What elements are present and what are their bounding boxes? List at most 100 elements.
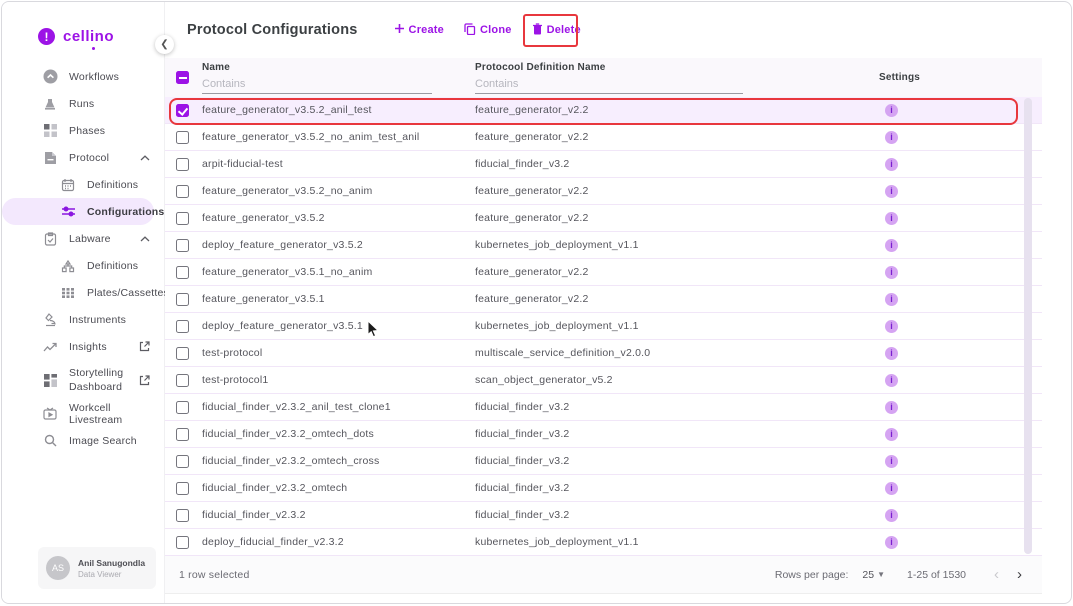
sidebar-item-label: Definitions: [87, 259, 139, 272]
calendar-icon: [60, 177, 76, 193]
sidebar-item-instruments[interactable]: Instruments: [2, 306, 164, 333]
create-button[interactable]: Create: [394, 23, 444, 37]
info-icon[interactable]: i: [885, 508, 898, 522]
table-row[interactable]: deploy_feature_generator_v3.5.1 kubernete…: [165, 313, 1042, 340]
info-icon[interactable]: i: [885, 319, 898, 333]
cell-definition: fiducial_finder_v3.2: [475, 401, 570, 413]
info-icon[interactable]: i: [885, 481, 898, 495]
sidebar-item-definitions[interactable]: Definitions: [2, 252, 164, 279]
table-row[interactable]: fiducial_finder_v2.3.2 fiducial_finder_v3…: [165, 502, 1042, 529]
definition-filter-input[interactable]: [475, 75, 743, 94]
row-checkbox[interactable]: [176, 346, 189, 360]
row-checkbox[interactable]: [176, 130, 189, 144]
cell-definition: feature_generator_v2.2: [475, 104, 589, 116]
cell-name: feature_generator_v3.5.1_no_anim: [202, 266, 373, 278]
sidebar-item-runs[interactable]: Runs: [2, 90, 164, 117]
row-checkbox[interactable]: [176, 481, 189, 495]
sidebar-collapse-button[interactable]: ❮: [155, 35, 174, 54]
sidebar-item-image-search[interactable]: Image Search: [2, 427, 164, 454]
sidebar-item-protocol[interactable]: Protocol: [2, 144, 164, 171]
cell-name: feature_generator_v3.5.2_anil_test: [202, 104, 372, 116]
row-checkbox[interactable]: [176, 184, 189, 198]
clone-button[interactable]: Clone: [464, 22, 512, 38]
table-row[interactable]: test-protocol1 scan_object_generator_v5.2…: [165, 367, 1042, 394]
table-row[interactable]: feature_generator_v3.5.1 feature_generato…: [165, 286, 1042, 313]
table-header: Name Protocool Definition Name Settings: [165, 58, 1042, 97]
table-row[interactable]: test-protocol multiscale_service_definiti…: [165, 340, 1042, 367]
table-row[interactable]: feature_generator_v3.5.1_no_anim feature_…: [165, 259, 1042, 286]
sidebar-item-insights[interactable]: Insights: [2, 333, 164, 360]
info-icon[interactable]: i: [885, 265, 898, 279]
row-checkbox[interactable]: [176, 157, 189, 171]
table-row[interactable]: deploy_fiducial_finder_v2.3.2 kubernetes_…: [165, 529, 1042, 556]
sidebar-item-phases[interactable]: Phases: [2, 117, 164, 144]
info-icon[interactable]: i: [885, 292, 898, 306]
table-row[interactable]: fiducial_finder_v2.3.2_omtech_cross fiduc…: [165, 448, 1042, 475]
sidebar-item-labware[interactable]: Labware: [2, 225, 164, 252]
row-checkbox[interactable]: [176, 454, 189, 468]
sidebar-item-label: Instruments: [69, 313, 127, 326]
row-checkbox[interactable]: [176, 427, 189, 441]
info-icon[interactable]: i: [885, 103, 898, 117]
trash-icon: [532, 22, 543, 38]
sidebar-item-definitions[interactable]: Definitions: [2, 171, 164, 198]
chevron-up-icon[interactable]: [140, 235, 150, 242]
info-icon[interactable]: i: [885, 373, 898, 387]
table-row[interactable]: fiducial_finder_v2.3.2_omtech_dots fiduci…: [165, 421, 1042, 448]
cell-definition: fiducial_finder_v3.2: [475, 428, 570, 440]
info-icon[interactable]: i: [885, 427, 898, 441]
sidebar-item-configurations[interactable]: Configurations: [2, 198, 164, 225]
row-checkbox[interactable]: [176, 211, 189, 225]
row-checkbox[interactable]: [176, 400, 189, 414]
info-icon[interactable]: i: [885, 454, 898, 468]
sidebar-item-label: Image Search: [69, 434, 137, 447]
table-row[interactable]: arpit-fiducial-test fiducial_finder_v3.2 i: [165, 151, 1042, 178]
table-row[interactable]: deploy_feature_generator_v3.5.2 kubernete…: [165, 232, 1042, 259]
cell-definition: multiscale_service_definition_v2.0.0: [475, 347, 651, 359]
table-row[interactable]: fiducial_finder_v2.3.2_omtech fiducial_fi…: [165, 475, 1042, 502]
select-all-checkbox[interactable]: [176, 71, 189, 84]
cell-name: feature_generator_v3.5.2: [202, 212, 325, 224]
row-checkbox[interactable]: [176, 508, 189, 522]
table-row[interactable]: feature_generator_v3.5.2_no_anim_test_an…: [165, 124, 1042, 151]
row-checkbox[interactable]: [176, 535, 189, 549]
info-icon[interactable]: i: [885, 238, 898, 252]
brand-logo: ! cellino: [2, 2, 164, 59]
row-checkbox[interactable]: [176, 265, 189, 279]
sidebar-item-workcell-livestream[interactable]: Workcell Livestream: [2, 400, 164, 427]
vertical-scrollbar[interactable]: [1024, 98, 1032, 554]
row-checkbox[interactable]: [176, 319, 189, 333]
table-row[interactable]: fiducial_finder_v2.3.2_anil_test_clone1 f…: [165, 394, 1042, 421]
previous-page-button[interactable]: ‹: [988, 565, 1005, 584]
table-row[interactable]: feature_generator_v3.5.2_no_anim feature_…: [165, 178, 1042, 205]
row-checkbox[interactable]: [176, 238, 189, 252]
next-page-button[interactable]: ›: [1011, 565, 1028, 584]
info-icon[interactable]: i: [885, 157, 898, 171]
row-checkbox[interactable]: [176, 292, 189, 306]
info-icon[interactable]: i: [885, 184, 898, 198]
cell-definition: kubernetes_job_deployment_v1.1: [475, 239, 639, 251]
sidebar: ! cellino Workflows Runs Phases Protocol Def…: [2, 2, 169, 603]
row-checkbox[interactable]: [176, 373, 189, 387]
name-filter-input[interactable]: [202, 75, 432, 94]
sidebar-item-plates-cassettes[interactable]: Plates/Cassettes: [2, 279, 169, 306]
cell-definition: scan_object_generator_v5.2: [475, 374, 613, 386]
sidebar-item-storytelling-dashboard[interactable]: Storytelling Dashboard: [2, 360, 164, 400]
row-checkbox[interactable]: [176, 103, 189, 117]
table-row[interactable]: feature_generator_v3.5.2 feature_generato…: [165, 205, 1042, 232]
info-icon[interactable]: i: [885, 346, 898, 360]
sidebar-item-label: Plates/Cassettes: [87, 286, 169, 299]
info-icon[interactable]: i: [885, 400, 898, 414]
chevron-up-icon[interactable]: [140, 154, 150, 161]
rows-per-page-select[interactable]: 25 ▼: [862, 568, 886, 581]
sidebar-item-workflows[interactable]: Workflows: [2, 63, 164, 90]
table-row[interactable]: feature_generator_v3.5.2_anil_test featur…: [165, 97, 1042, 124]
info-icon[interactable]: i: [885, 211, 898, 225]
info-icon[interactable]: i: [885, 535, 898, 549]
labware-icon: [42, 231, 58, 247]
delete-button[interactable]: Delete: [532, 22, 581, 38]
cell-name: fiducial_finder_v2.3.2_anil_test_clone1: [202, 401, 391, 413]
info-icon[interactable]: i: [885, 130, 898, 144]
user-chip[interactable]: AS Anil Sanugondla Data Viewer: [38, 547, 156, 589]
